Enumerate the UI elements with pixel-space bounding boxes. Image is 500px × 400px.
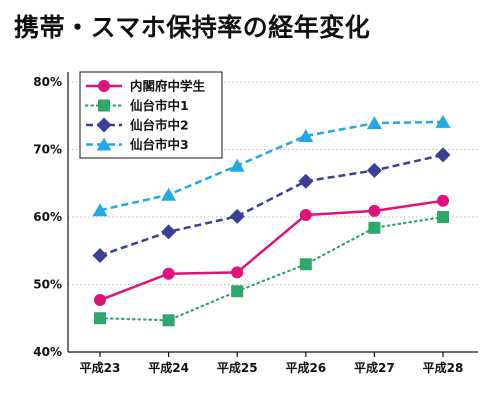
data-point-内閣府中学生-平成25 (231, 266, 244, 279)
legend-item-仙台市中1: 仙台市中1 (84, 98, 189, 113)
data-point-仙台市中2-平成26 (298, 173, 314, 189)
data-point-仙台市中1-平成27 (368, 221, 381, 234)
data-point-内閣府中学生-平成27 (368, 204, 381, 217)
data-point-内閣府中学生-平成23 (94, 294, 106, 307)
legend-label-仙台市中2: 仙台市中2 (130, 118, 189, 133)
legend-label-仙台市中1: 仙台市中1 (130, 98, 189, 113)
data-point-仙台市中2-平成28 (435, 147, 451, 163)
data-point-仙台市中3-平成24 (161, 187, 177, 201)
x-tick-label-平成25: 平成25 (217, 360, 258, 375)
legend-label-内閣府中学生: 内閣府中学生 (130, 79, 206, 94)
x-tick-label-平成23: 平成23 (80, 360, 121, 375)
data-point-仙台市中3-平成26 (298, 129, 314, 142)
series-line-仙台市中3 (99, 120, 444, 212)
legend-label-仙台市中3: 仙台市中3 (130, 137, 189, 152)
series-1-内閣府中学生 (94, 194, 449, 307)
data-point-内閣府中学生-平成24 (162, 267, 175, 280)
legend-item-仙台市中3: 仙台市中3 (86, 137, 189, 152)
data-point-仙台市中3-平成28 (435, 114, 451, 128)
series-2-仙台市中1 (94, 211, 449, 327)
series-plot-area (92, 114, 451, 327)
data-point-仙台市中1-平成23 (94, 312, 106, 325)
chart-title: 携帯・スマホ保持率の経年変化 (14, 13, 371, 42)
data-point-仙台市中2-平成27 (366, 162, 382, 178)
legend-marker-仙台市中2 (96, 117, 112, 133)
x-tick-label-平成27: 平成27 (354, 360, 395, 375)
x-tick-label-平成26: 平成26 (285, 360, 326, 375)
series-4-仙台市中3 (92, 114, 451, 217)
y-tick-label-40: 40% (33, 345, 62, 359)
data-point-仙台市中2-平成24 (161, 224, 177, 240)
series-line-仙台市中2 (99, 153, 444, 257)
legend-marker-仙台市中3 (96, 137, 112, 151)
legend-item-内閣府中学生: 内閣府中学生 (86, 79, 206, 94)
data-point-仙台市中3-平成25 (229, 158, 245, 172)
y-tick-label-70: 70% (33, 143, 62, 157)
data-point-仙台市中3-平成27 (366, 116, 382, 130)
data-point-仙台市中1-平成26 (299, 258, 312, 271)
y-tick-label-50: 50% (33, 278, 62, 292)
data-point-仙台市中1-平成28 (437, 211, 449, 223)
axes: 40% 50% 60% 70% 80% 平成23 平成24 平成25 平成26 平成27 平成28 (33, 72, 478, 375)
x-tick-label-平成28: 平成28 (423, 360, 464, 375)
x-tick-label-平成24: 平成24 (148, 360, 189, 375)
series-line-仙台市中1 (98, 215, 445, 322)
data-point-仙台市中1-平成25 (231, 285, 244, 298)
data-point-仙台市中1-平成24 (162, 314, 175, 327)
y-tick-label-80: 80% (33, 75, 62, 89)
data-point-仙台市中3-平成23 (92, 203, 108, 217)
series-line-内閣府中学生 (99, 199, 444, 302)
legend-marker-内閣府中学生 (98, 80, 110, 92)
series-3-仙台市中2 (92, 147, 451, 263)
data-point-仙台市中2-平成25 (229, 208, 245, 224)
data-point-内閣府中学生-平成26 (299, 208, 312, 221)
y-tick-label-60: 60% (33, 210, 62, 224)
data-point-内閣府中学生-平成28 (437, 194, 449, 207)
data-point-仙台市中2-平成23 (92, 247, 108, 263)
legend-marker-仙台市中1 (98, 99, 110, 112)
legend-item-仙台市中2: 仙台市中2 (86, 117, 189, 133)
